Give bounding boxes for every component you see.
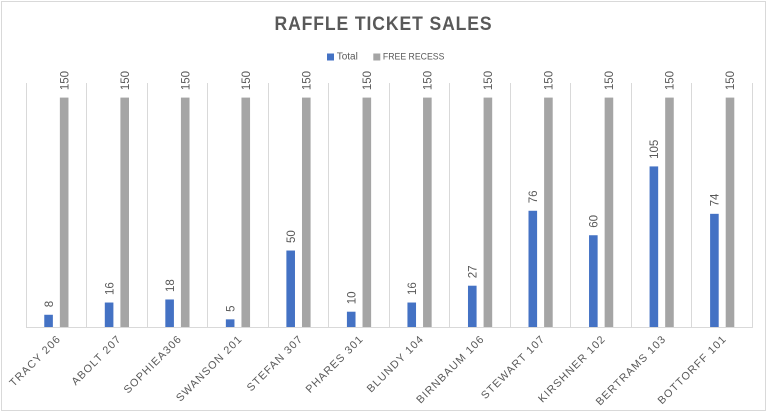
svg-text:150: 150	[665, 71, 677, 90]
svg-text:150: 150	[604, 71, 616, 90]
svg-text:FREE RECESS: FREE RECESS	[383, 51, 445, 62]
svg-text:150: 150	[725, 71, 737, 90]
svg-text:150: 150	[241, 71, 253, 90]
svg-text:74: 74	[710, 193, 722, 206]
svg-text:105: 105	[649, 140, 661, 159]
svg-text:16: 16	[407, 282, 419, 295]
svg-text:16: 16	[104, 282, 116, 295]
svg-text:150: 150	[362, 71, 374, 90]
svg-text:10: 10	[346, 291, 358, 304]
svg-text:150: 150	[59, 71, 71, 90]
svg-text:50: 50	[286, 230, 298, 243]
svg-text:Total: Total	[337, 51, 358, 62]
svg-text:150: 150	[180, 71, 192, 90]
svg-text:76: 76	[528, 190, 540, 203]
svg-text:150: 150	[120, 71, 132, 90]
svg-text:150: 150	[423, 71, 435, 90]
svg-text:5: 5	[225, 305, 237, 311]
svg-text:150: 150	[301, 71, 313, 90]
svg-text:8: 8	[44, 301, 56, 307]
svg-text:18: 18	[165, 279, 177, 292]
svg-text:60: 60	[589, 215, 601, 228]
svg-text:RAFFLE TICKET SALES: RAFFLE TICKET SALES	[275, 13, 493, 35]
svg-text:150: 150	[544, 71, 556, 90]
svg-text:150: 150	[483, 71, 495, 90]
svg-text:27: 27	[467, 265, 479, 278]
